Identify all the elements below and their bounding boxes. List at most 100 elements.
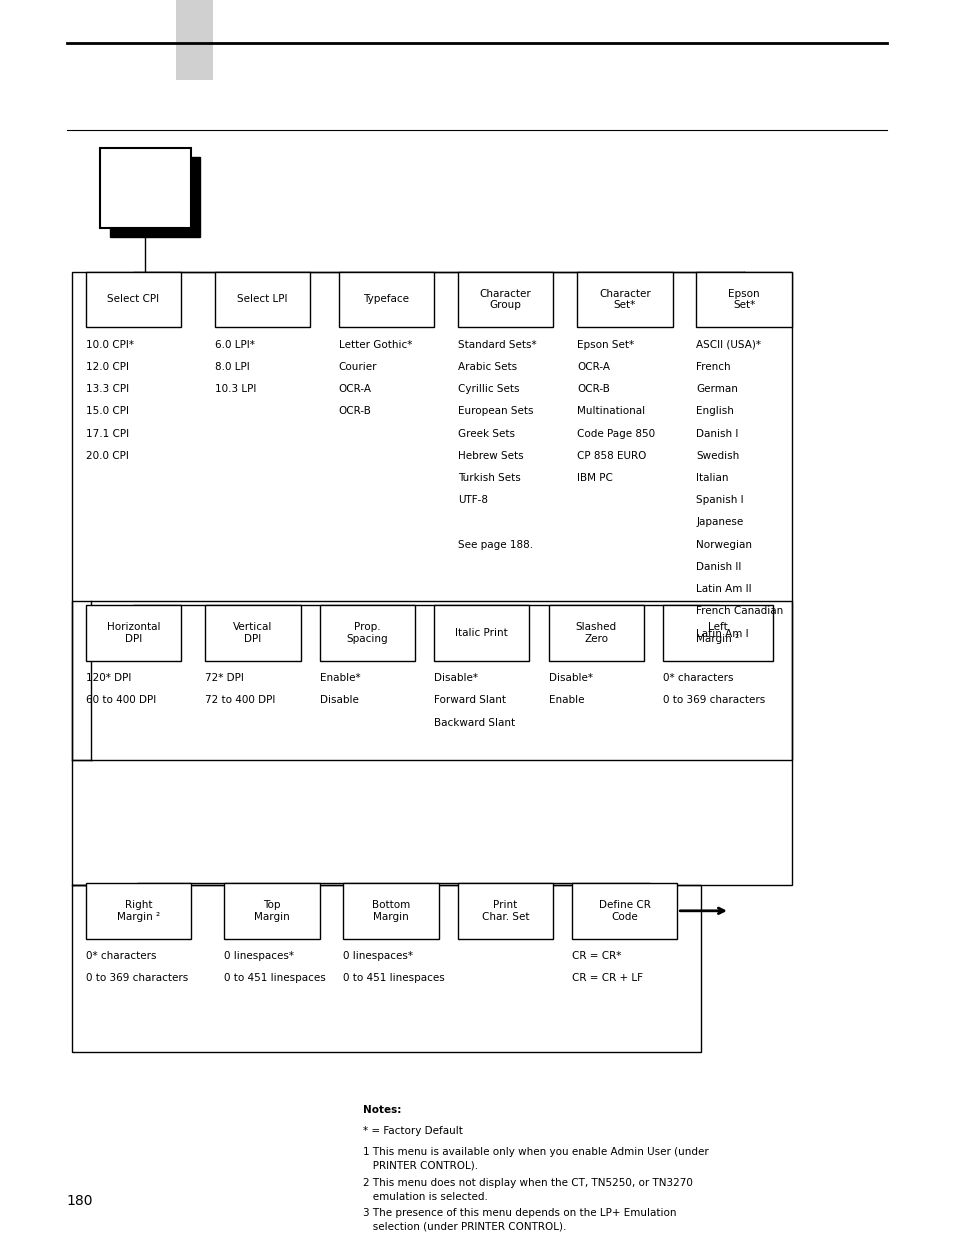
Text: Danish I: Danish I: [696, 429, 738, 438]
Text: Print
Char. Set: Print Char. Set: [481, 900, 529, 921]
Text: 0 linespaces*: 0 linespaces*: [224, 951, 294, 961]
Text: Disable*: Disable*: [548, 673, 592, 683]
Text: 120* DPI: 120* DPI: [86, 673, 132, 683]
Text: Code Page 850: Code Page 850: [577, 429, 655, 438]
Text: CR = CR + LF: CR = CR + LF: [572, 973, 642, 983]
Text: Italic Print: Italic Print: [455, 627, 508, 638]
Bar: [696, 272, 791, 327]
Text: Enable: Enable: [548, 695, 583, 705]
Bar: [71, 885, 700, 1052]
Bar: [662, 605, 772, 661]
Text: Greek Sets: Greek Sets: [457, 429, 515, 438]
Text: Typeface: Typeface: [363, 294, 409, 305]
Text: Enable*: Enable*: [319, 673, 360, 683]
Text: See page 188.: See page 188.: [457, 540, 533, 550]
Text: Italian: Italian: [696, 473, 728, 483]
Text: Select LPI: Select LPI: [237, 294, 287, 305]
Text: 10.3 LPI: 10.3 LPI: [214, 384, 255, 394]
Text: French Canadian: French Canadian: [696, 606, 782, 616]
Text: Right
Margin ²: Right Margin ²: [116, 900, 160, 921]
Bar: [343, 883, 438, 939]
Bar: [338, 272, 434, 327]
Text: 8.0 LPI: 8.0 LPI: [214, 362, 249, 372]
Text: Japanese: Japanese: [696, 517, 743, 527]
Text: 12.0 CPI: 12.0 CPI: [86, 362, 129, 372]
Text: Backward Slant: Backward Slant: [434, 718, 515, 727]
Text: OCR-B: OCR-B: [577, 384, 609, 394]
Text: Slashed
Zero: Slashed Zero: [575, 622, 617, 643]
Text: 2 This menu does not display when the CT, TN5250, or TN3270: 2 This menu does not display when the CT…: [362, 1178, 692, 1188]
Text: 6.0 LPI*: 6.0 LPI*: [214, 340, 254, 350]
Text: Disable: Disable: [319, 695, 358, 705]
Bar: [110, 157, 200, 237]
Text: Epson
Set*: Epson Set*: [727, 289, 760, 310]
Text: Character
Set*: Character Set*: [598, 289, 650, 310]
Text: CR = CR*: CR = CR*: [572, 951, 621, 961]
Text: Bottom
Margin: Bottom Margin: [372, 900, 410, 921]
Text: Disable*: Disable*: [434, 673, 477, 683]
Text: Standard Sets*: Standard Sets*: [457, 340, 536, 350]
Text: Define CR
Code: Define CR Code: [598, 900, 650, 921]
Bar: [100, 148, 191, 228]
Bar: [71, 272, 791, 760]
Text: Top
Margin: Top Margin: [253, 900, 290, 921]
Text: IBM PC: IBM PC: [577, 473, 613, 483]
Text: German: German: [696, 384, 738, 394]
Text: 0 linespaces*: 0 linespaces*: [343, 951, 413, 961]
Bar: [572, 883, 677, 939]
Bar: [86, 605, 181, 661]
Text: Cyrillic Sets: Cyrillic Sets: [457, 384, 518, 394]
Text: Prop.
Spacing: Prop. Spacing: [346, 622, 388, 643]
Text: Latin Am I: Latin Am I: [696, 629, 748, 638]
Text: 60 to 400 DPI: 60 to 400 DPI: [86, 695, 156, 705]
Text: 72 to 400 DPI: 72 to 400 DPI: [205, 695, 275, 705]
Text: CP 858 EURO: CP 858 EURO: [577, 451, 646, 461]
Text: ASCII (USA)*: ASCII (USA)*: [696, 340, 760, 350]
Text: Danish II: Danish II: [696, 562, 741, 572]
Text: 0 to 369 characters: 0 to 369 characters: [662, 695, 764, 705]
Bar: [214, 272, 310, 327]
Bar: [71, 601, 791, 885]
Text: Courier: Courier: [338, 362, 376, 372]
Text: 17.1 CPI: 17.1 CPI: [86, 429, 129, 438]
Bar: [434, 605, 529, 661]
Bar: [548, 605, 643, 661]
Text: Swedish: Swedish: [696, 451, 739, 461]
Text: OCR-A: OCR-A: [577, 362, 610, 372]
Bar: [86, 272, 181, 327]
Text: 180: 180: [67, 1194, 93, 1208]
Text: 0 to 369 characters: 0 to 369 characters: [86, 973, 188, 983]
Text: Select CPI: Select CPI: [108, 294, 159, 305]
Text: Latin Am II: Latin Am II: [696, 584, 751, 594]
Text: OCR-A: OCR-A: [338, 384, 372, 394]
Bar: [205, 605, 300, 661]
Text: 0* characters: 0* characters: [662, 673, 733, 683]
Bar: [176, 0, 213, 80]
Bar: [319, 605, 415, 661]
Text: European Sets: European Sets: [457, 406, 533, 416]
Text: Multinational: Multinational: [577, 406, 644, 416]
Text: UTF-8: UTF-8: [457, 495, 487, 505]
Text: 1 This menu is available only when you enable Admin User (under: 1 This menu is available only when you e…: [362, 1147, 707, 1157]
Text: English: English: [696, 406, 734, 416]
Text: Character
Group: Character Group: [479, 289, 531, 310]
Text: 0* characters: 0* characters: [86, 951, 156, 961]
Text: Vertical
DPI: Vertical DPI: [233, 622, 273, 643]
Text: Forward Slant: Forward Slant: [434, 695, 505, 705]
Bar: [86, 883, 191, 939]
Text: Hebrew Sets: Hebrew Sets: [457, 451, 523, 461]
Bar: [577, 272, 672, 327]
Bar: [224, 883, 319, 939]
Text: Horizontal
DPI: Horizontal DPI: [107, 622, 160, 643]
Bar: [457, 883, 553, 939]
Text: Left
Margin ²: Left Margin ²: [696, 622, 739, 643]
Text: 72* DPI: 72* DPI: [205, 673, 244, 683]
Text: 0 to 451 linespaces: 0 to 451 linespaces: [343, 973, 445, 983]
Text: emulation is selected.: emulation is selected.: [362, 1192, 487, 1202]
Text: 0 to 451 linespaces: 0 to 451 linespaces: [224, 973, 326, 983]
Text: 10.0 CPI*: 10.0 CPI*: [86, 340, 133, 350]
Text: French: French: [696, 362, 730, 372]
Text: PRINTER CONTROL).: PRINTER CONTROL).: [362, 1161, 477, 1171]
Text: selection (under PRINTER CONTROL).: selection (under PRINTER CONTROL).: [362, 1221, 565, 1231]
Text: 20.0 CPI: 20.0 CPI: [86, 451, 129, 461]
